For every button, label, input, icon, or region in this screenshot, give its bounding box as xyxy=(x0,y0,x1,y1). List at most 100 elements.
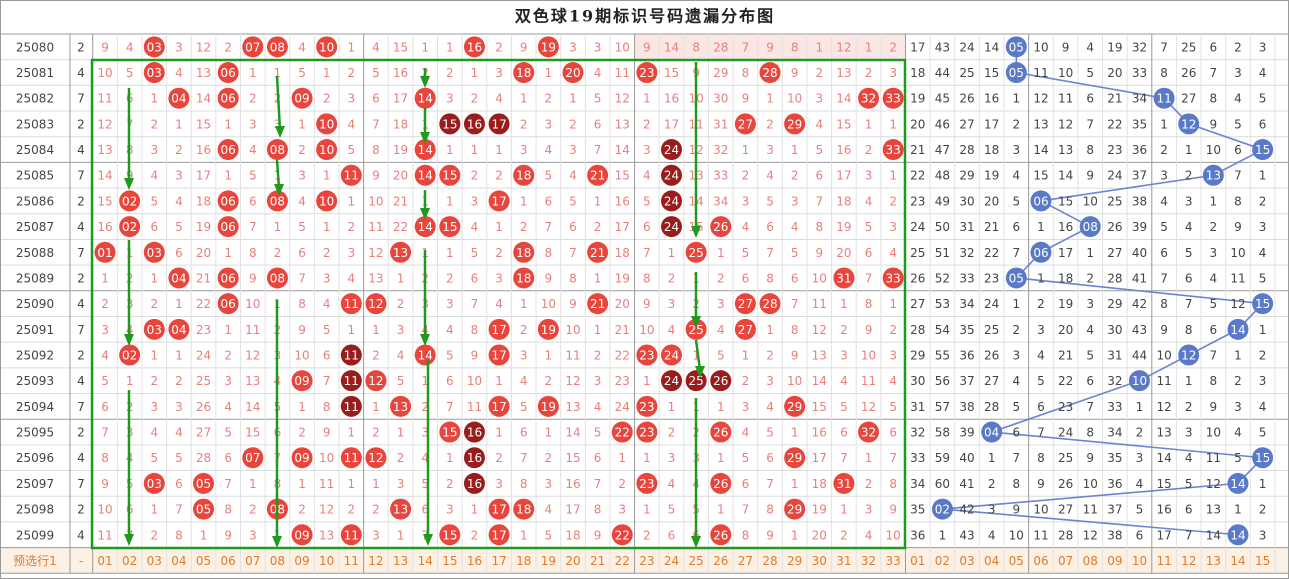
omission-value: 1 xyxy=(446,451,454,465)
ball-number: 12 xyxy=(368,451,383,465)
omission-value: 3 xyxy=(175,40,183,54)
omission-value: 7 xyxy=(569,246,577,260)
omission-value: 11 xyxy=(1033,66,1048,80)
omission-value: 9 xyxy=(1210,400,1218,414)
omission-value: 12 xyxy=(1033,92,1048,106)
ball-number: 15 xyxy=(1255,297,1270,311)
omission-value: 54 xyxy=(935,323,950,337)
period: 25091 xyxy=(16,323,54,337)
omission-value: 4 xyxy=(1234,426,1242,440)
omission-value: 8 xyxy=(1013,477,1021,491)
red-ball xyxy=(340,524,362,546)
dark-ball xyxy=(661,139,683,161)
omission-value: 2 xyxy=(150,374,158,388)
omission-value: 8 xyxy=(742,66,750,80)
ball-number: 24 xyxy=(664,143,679,157)
omission-value: 10 xyxy=(1009,528,1024,542)
omission-value: 17 xyxy=(836,169,851,183)
omission-value: 1 xyxy=(150,271,158,285)
omission-value: 8 xyxy=(298,297,306,311)
omission-value: 7 xyxy=(323,374,331,388)
ball-number: 26 xyxy=(713,220,728,234)
omission-value: 8 xyxy=(791,40,799,54)
footer-number: 30 xyxy=(812,554,827,568)
omission-value: 3 xyxy=(742,194,750,208)
blue-ball xyxy=(1227,472,1249,494)
omission-value: 2 xyxy=(1185,400,1193,414)
omission-value: 4 xyxy=(372,40,380,54)
omission-value: 1 xyxy=(520,528,528,542)
omission-value: 19 xyxy=(1107,40,1122,54)
omission-value: 4 xyxy=(1013,374,1021,388)
omission-value: 5 xyxy=(1259,426,1267,440)
ball-number: 19 xyxy=(541,323,556,337)
blue-ball xyxy=(1227,318,1249,340)
omission-value: 4 xyxy=(668,477,676,491)
omission-value: 10 xyxy=(1206,426,1221,440)
omission-value: 27 xyxy=(1181,92,1196,106)
omission-value: 13 xyxy=(836,66,851,80)
red-ball xyxy=(463,36,485,58)
omission-value: 6 xyxy=(298,246,306,260)
omission-value: 1 xyxy=(1160,117,1168,131)
ball-number: 21 xyxy=(590,297,605,311)
red-ball xyxy=(734,113,756,135)
omission-value: 6 xyxy=(1037,400,1045,414)
omission-value: 22 xyxy=(1107,117,1122,131)
blue-ball xyxy=(1202,164,1224,186)
omission-value: 28 xyxy=(1058,528,1073,542)
omission-value: 30 xyxy=(959,194,974,208)
omission-value: 13 xyxy=(245,374,260,388)
ball-number: 15 xyxy=(442,117,457,131)
omission-value: 15 xyxy=(393,40,408,54)
omission-value: 1 xyxy=(224,117,232,131)
omission-value: 2 xyxy=(421,400,429,414)
ball-number: 11 xyxy=(344,451,359,465)
omission-value: 13 xyxy=(1033,117,1048,131)
red-ball xyxy=(143,472,165,494)
omission-value: 12 xyxy=(245,349,260,363)
omission-value: 1 xyxy=(545,66,553,80)
omission-value: 16 xyxy=(1156,503,1171,517)
omission-value: 2 xyxy=(520,323,528,337)
omission-value: 5 xyxy=(1259,271,1267,285)
omission-value: 1 xyxy=(446,246,454,260)
red-ball xyxy=(119,190,141,212)
omission-value: 52 xyxy=(935,271,950,285)
omission-value: 27 xyxy=(910,297,925,311)
omission-value: 14 xyxy=(245,400,260,414)
omission-value: 4 xyxy=(249,143,257,157)
omission-value: 7 xyxy=(101,426,109,440)
omission-value: 59 xyxy=(935,451,950,465)
omission-value: 4 xyxy=(1013,169,1021,183)
omission-value: 2 xyxy=(865,143,873,157)
omission-value: 6 xyxy=(1259,117,1267,131)
omission-value: 1 xyxy=(668,246,676,260)
omission-value: 2 xyxy=(840,323,848,337)
count: 4 xyxy=(77,66,85,80)
omission-value: 6 xyxy=(1013,220,1021,234)
omission-value: 7 xyxy=(815,194,823,208)
omission-value: 33 xyxy=(959,271,974,285)
grid xyxy=(1,33,1288,574)
red-ball xyxy=(439,164,461,186)
omission-value: 23 xyxy=(984,271,999,285)
omission-value: 6 xyxy=(766,451,774,465)
omission-value: 5 xyxy=(520,400,528,414)
omission-value: 22 xyxy=(1058,374,1073,388)
red-ball xyxy=(587,164,609,186)
omission-value: 3 xyxy=(446,297,454,311)
omission-value: 24 xyxy=(959,40,974,54)
red-ball xyxy=(143,36,165,58)
omission-value: 2 xyxy=(224,349,232,363)
ball-number: 25 xyxy=(688,374,703,388)
omission-value: 3 xyxy=(347,246,355,260)
red-ball xyxy=(513,241,535,263)
omission-value: 3 xyxy=(545,117,553,131)
omission-value: 1 xyxy=(397,426,405,440)
arrow xyxy=(275,75,282,131)
omission-value: 19 xyxy=(615,271,630,285)
ball-number: 14 xyxy=(418,143,433,157)
ball-number: 06 xyxy=(1033,246,1048,260)
dark-ball xyxy=(340,395,362,417)
